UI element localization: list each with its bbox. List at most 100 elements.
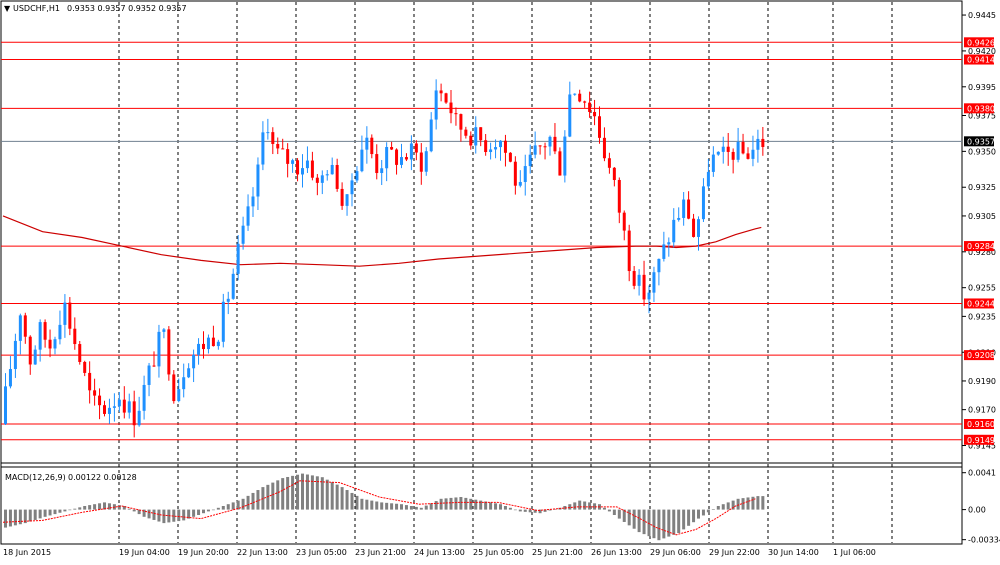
macd-histogram-bar	[528, 509, 532, 513]
chart-symbol-title: USDCHF,H1	[13, 4, 60, 13]
time-tick-label: 29 Jun 06:00	[650, 548, 701, 557]
bear-candle	[578, 93, 582, 102]
macd-histogram-bar	[88, 505, 92, 510]
price-tick-label: 0.9375	[968, 111, 996, 120]
macd-histogram-bar	[380, 502, 384, 510]
time-tick-label: 30 Jun 14:00	[768, 548, 819, 557]
macd-histogram-bar	[449, 497, 453, 510]
bear-candle	[370, 137, 374, 155]
macd-histogram-bar	[716, 506, 720, 510]
price-tick-label: 0.9445	[968, 11, 996, 20]
price-level-badge	[964, 103, 994, 114]
bear-candle	[692, 218, 696, 237]
macd-histogram-bar	[523, 509, 527, 512]
macd-histogram-bar	[360, 498, 364, 510]
macd-histogram-bar	[677, 509, 681, 533]
moving-average-line	[2, 215, 762, 267]
price-level-badge	[964, 37, 994, 48]
macd-histogram-bar	[434, 501, 438, 510]
bull-candle	[533, 145, 537, 155]
time-tick-label: 23 Jun 21:00	[355, 548, 406, 557]
macd-histogram-bar	[375, 501, 379, 510]
price-tick-label: 0.9350	[968, 147, 996, 156]
macd-histogram-bar	[736, 498, 740, 510]
bear-candle	[538, 145, 542, 147]
macd-histogram-bar	[508, 507, 512, 510]
macd-histogram-bar	[152, 509, 156, 520]
bull-candle	[147, 365, 151, 385]
macd-histogram-bar	[756, 496, 760, 510]
macd-histogram-bar	[23, 509, 27, 524]
bull-candle	[63, 302, 67, 325]
bear-candle	[98, 395, 102, 406]
macd-histogram-bar	[355, 495, 359, 510]
bear-candle	[543, 146, 547, 148]
macd-histogram-bar	[58, 509, 62, 513]
macd-histogram-bar	[652, 509, 656, 539]
bear-candle	[83, 361, 87, 373]
bear-candle	[469, 135, 473, 146]
price-tick-label: 0.9145	[968, 442, 996, 451]
macd-histogram-bar	[93, 504, 97, 510]
bear-candle	[172, 374, 176, 402]
macd-histogram-bar	[73, 508, 77, 510]
macd-histogram-bar	[221, 506, 225, 510]
bull-candle	[53, 339, 57, 349]
macd-histogram-bar	[103, 502, 106, 510]
bull-candle	[142, 384, 146, 411]
macd-histogram-bar	[583, 501, 587, 510]
bull-candle	[489, 149, 493, 153]
macd-histogram-bar	[404, 505, 408, 510]
macd-histogram-bar	[33, 509, 37, 520]
price-tick-label: 0.9190	[968, 377, 996, 386]
macd-tick-label: -0.00334	[968, 536, 1000, 545]
price-tick-label: 0.9395	[968, 83, 996, 92]
macd-histogram-bar	[409, 506, 413, 510]
bear-candle	[202, 343, 205, 350]
time-tick-label: 1 Jul 06:00	[833, 548, 876, 557]
bear-candle	[340, 188, 344, 206]
bull-candle	[528, 154, 532, 167]
time-tick-label: 22 Jun 13:00	[237, 548, 288, 557]
price-level-badge	[964, 434, 994, 445]
bull-candle	[657, 258, 661, 273]
macd-histogram-bar	[192, 509, 196, 517]
macd-histogram-bar	[578, 500, 582, 510]
macd-histogram-bar	[296, 474, 300, 510]
bull-candle	[8, 369, 12, 387]
price-tick-label: 0.9325	[968, 183, 996, 192]
bull-candle	[18, 315, 22, 341]
bull-candle	[182, 377, 186, 390]
macd-histogram-bar	[602, 507, 606, 510]
bull-candle	[177, 389, 181, 402]
macd-histogram-bar	[553, 509, 557, 510]
macd-label: MACD(12,26,9)	[5, 473, 66, 482]
macd-histogram-bar	[127, 508, 131, 510]
macd-histogram-bar	[286, 476, 290, 510]
macd-histogram-bar	[246, 495, 250, 510]
bull-candle	[568, 94, 572, 137]
bear-candle	[132, 401, 136, 426]
price-level-label: 0.9160	[967, 420, 995, 429]
bull-candle	[667, 242, 671, 245]
price-level-badge	[964, 54, 994, 65]
bull-candle	[256, 164, 260, 197]
bull-candle	[4, 386, 7, 424]
time-tick-label: 19 Jun 20:00	[178, 548, 229, 557]
macd-histogram-bar	[667, 509, 671, 537]
macd-histogram-bar	[459, 497, 463, 510]
bull-candle	[112, 406, 116, 408]
bull-candle	[13, 340, 17, 370]
macd-histogram-bar	[385, 502, 389, 510]
bear-candle	[419, 152, 423, 172]
macd-histogram-bar	[731, 500, 735, 510]
macd-histogram-bar	[474, 499, 478, 510]
bull-candle	[157, 331, 161, 367]
macd-histogram-bar	[464, 497, 468, 510]
vertical-grid	[118, 2, 893, 543]
macd-histogram-bar	[310, 475, 314, 510]
macd-histogram-bar	[543, 509, 547, 512]
bear-candle	[28, 336, 32, 365]
